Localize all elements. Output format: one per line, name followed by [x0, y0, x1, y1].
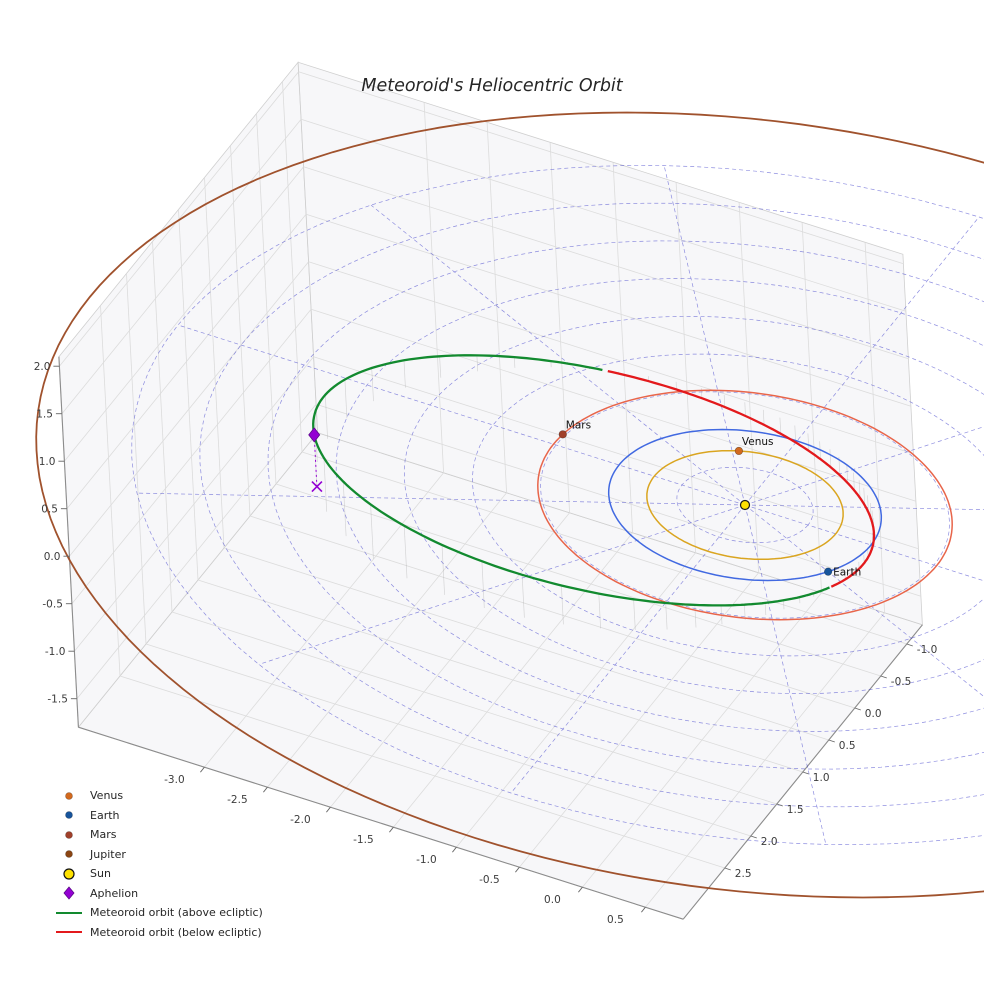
x-tick-label: 0.0	[544, 894, 561, 906]
sun-marker	[739, 499, 751, 511]
legend: Venus Earth Mars Jupiter Sun Aphelion Meteoroi…	[54, 786, 263, 942]
legend-line-marker-icon	[54, 906, 84, 920]
aphelion-ecliptic-x-marker	[311, 481, 323, 493]
z-tick-label: 1.5	[36, 409, 53, 421]
x-tick-label: -2.5	[227, 794, 248, 806]
planet-labels: Venus Earth Mars	[566, 419, 862, 578]
legend-dot-marker-icon	[54, 847, 84, 861]
aphelion-drop-line	[313, 434, 318, 487]
legend-item-aphelion: Aphelion	[54, 884, 263, 904]
planet-orbits	[35, 111, 984, 899]
x-tick-label: -3.0	[164, 774, 185, 786]
planet-label-mars: Mars	[566, 419, 591, 431]
z-tick-label: 0.5	[41, 504, 58, 516]
y-tick-label: -1.0	[917, 644, 938, 656]
legend-label: Meteoroid orbit (below ecliptic)	[90, 925, 262, 939]
y-tick-label: 2.0	[761, 836, 778, 848]
legend-dot-marker-icon	[54, 789, 84, 803]
z-tick-label: -1.5	[47, 694, 68, 706]
legend-label: Meteoroid orbit (above ecliptic)	[90, 906, 263, 920]
legend-item-sun: Sun	[54, 864, 263, 884]
y-tick-label: 1.5	[787, 804, 804, 816]
legend-label: Sun	[90, 867, 111, 881]
planet-marker-mars	[558, 430, 567, 439]
legend-item-earth: Earth	[54, 806, 263, 826]
legend-item-meteoroid: Meteoroid orbit (below ecliptic)	[54, 923, 263, 943]
z-tick-label: -0.5	[42, 599, 63, 611]
legend-label: Mars	[90, 828, 117, 842]
legend-diamond-marker-icon	[54, 886, 84, 900]
legend-label: Earth	[90, 808, 120, 822]
z-tick-label: 0.0	[44, 551, 61, 563]
legend-label: Venus	[90, 789, 124, 803]
legend-sun-marker-icon	[54, 867, 84, 881]
z-tick-label: 1.0	[39, 456, 56, 468]
orbit-stems	[313, 355, 875, 630]
y-tick-label: 0.5	[839, 740, 856, 752]
planet-marker-earth	[824, 567, 833, 576]
x-tick-label: -1.0	[416, 854, 437, 866]
y-tick-label: 1.0	[813, 772, 830, 784]
orbit-venus	[646, 449, 844, 561]
legend-item-jupiter: Jupiter	[54, 845, 263, 865]
y-tick-label: -0.5	[891, 676, 912, 688]
planet-marker-venus	[734, 446, 743, 456]
y-tick-label: 0.0	[865, 708, 882, 720]
legend-label: Aphelion	[90, 886, 139, 900]
legend-dot-marker-icon	[54, 828, 84, 842]
y-tick-label: 2.5	[735, 868, 752, 880]
x-tick-label: -0.5	[479, 874, 500, 886]
legend-label: Jupiter	[90, 847, 126, 861]
aphelion-group	[308, 427, 323, 493]
tick-labels: -3.0 -2.5 -2.0 -1.5 -1.0 -0.5 0.0 0.5 -1.0 -0.5 0.…	[34, 361, 938, 926]
orbit-jupiter	[35, 111, 984, 899]
legend-item-mars: Mars	[54, 825, 263, 845]
z-tick-label: -1.0	[45, 646, 66, 658]
chart-title: Meteoroid's Heliocentric Orbit	[361, 76, 623, 96]
z-tick-label: 2.0	[34, 361, 51, 373]
x-tick-label: -2.0	[290, 814, 311, 826]
x-tick-label: -1.5	[353, 834, 374, 846]
meteoroid-orbit-below	[607, 369, 876, 588]
legend-item-venus: Venus	[54, 786, 263, 806]
meteoroid-orbit	[312, 354, 876, 607]
z-axis-spine	[58, 356, 79, 728]
meteoroid-orbit-above	[312, 354, 830, 607]
ecliptic-polar-grid	[131, 165, 984, 845]
aphelion-marker	[308, 427, 321, 443]
orbit-mars	[537, 389, 953, 621]
planet-label-earth: Earth	[833, 567, 861, 579]
orbit-earth	[607, 428, 883, 582]
planet-label-venus: Venus	[742, 436, 774, 448]
x-tick-label: 0.5	[607, 914, 624, 926]
legend-line-marker-icon	[54, 925, 84, 939]
legend-item-meteoroid: Meteoroid orbit (above ecliptic)	[54, 903, 263, 923]
legend-dot-marker-icon	[54, 808, 84, 822]
